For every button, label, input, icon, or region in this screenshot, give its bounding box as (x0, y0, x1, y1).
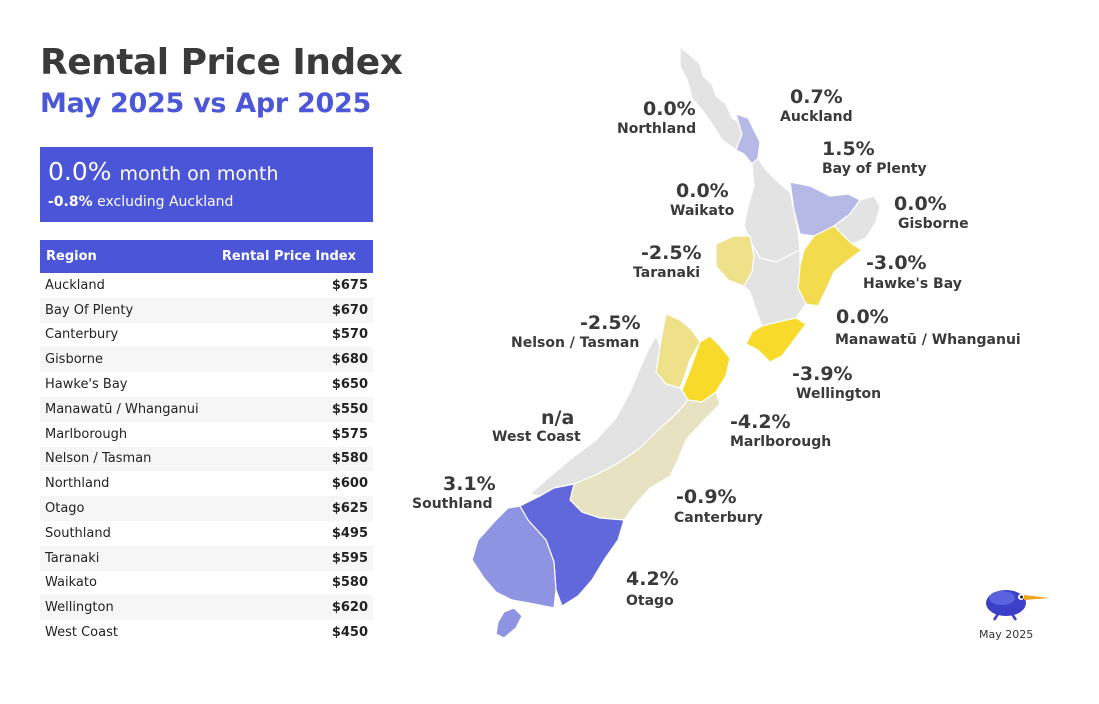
label-gisborne-name: Gisborne (898, 216, 969, 232)
region-cell: Otago (40, 496, 210, 521)
table-row: Auckland $675 (40, 273, 373, 298)
headline-suffix: month on month (119, 163, 279, 185)
value-cell: $580 (331, 575, 368, 591)
region-otago (519, 483, 625, 607)
value-cell: $650 (331, 377, 368, 393)
table-row: West Coast $450 (40, 620, 373, 645)
value-cell: $675 (331, 277, 368, 293)
label-marlborough-name: Marlborough (730, 434, 831, 450)
value-cell: $575 (331, 426, 368, 442)
label-west-coast-pct: n/a (541, 407, 574, 429)
table-row: Manawatū / Whanganui $550 (40, 396, 373, 422)
table-row: Hawke's Bay $650 (40, 372, 373, 397)
label-otago-name: Otago (626, 593, 674, 609)
table-row: Northland $600 (40, 471, 373, 496)
label-northland-pct: 0.0% (643, 98, 696, 120)
table-row: Canterbury $570 (40, 323, 373, 348)
label-west-coast-name: West Coast (492, 429, 581, 445)
label-manawatu-name: Manawatū / Whanganui (835, 332, 1021, 348)
table-row: Southland $495 (40, 521, 373, 546)
region-cell: Northland (45, 476, 110, 492)
summary-box: 0.0% month on month -0.8% excluding Auck… (40, 147, 373, 222)
header-region: Region (40, 240, 210, 273)
region-cell: Waikato (45, 575, 97, 591)
kiwi-bird-icon (986, 590, 1050, 621)
region-cell: Wellington (40, 595, 210, 621)
label-waikato-pct: 0.0% (676, 180, 729, 202)
table-row: Bay Of Plenty $670 (40, 297, 373, 323)
table-header-row: Region Rental Price Index (40, 240, 373, 273)
map-labels: 0.0% Northland 0.7% Auckland 1.5% Bay of… (412, 86, 1021, 609)
rental-table: Region Rental Price Index Auckland $675 B… (40, 240, 373, 645)
label-hawkes-bay-pct: -3.0% (866, 252, 927, 274)
region-cell: Taranaki (40, 545, 210, 571)
label-otago-pct: 4.2% (626, 568, 679, 590)
label-bop-name: Bay of Plenty (822, 161, 927, 177)
stewart-island (495, 607, 523, 639)
sub-suffix: excluding Auckland (97, 194, 234, 210)
label-wellington-name: Wellington (796, 386, 881, 402)
table-row: Taranaki $595 (40, 545, 373, 571)
value-cell: $670 (209, 297, 373, 323)
label-nelson-pct: -2.5% (580, 312, 641, 334)
region-cell: Gisborne (40, 347, 210, 373)
value-cell: $580 (209, 446, 373, 472)
value-cell: $595 (209, 545, 373, 571)
region-southland (471, 505, 557, 609)
region-cell: Southland (45, 525, 111, 541)
table-row: Nelson / Tasman $580 (40, 446, 373, 472)
footer-date: May 2025 (979, 628, 1034, 641)
page-title: Rental Price Index (40, 42, 403, 83)
value-cell: $570 (331, 327, 368, 343)
region-cell: Manawatū / Whanganui (40, 396, 210, 422)
value-cell: $680 (209, 347, 373, 373)
label-auckland-pct: 0.7% (790, 86, 843, 108)
table-row: Marlborough $575 (40, 422, 373, 447)
region-cell: West Coast (45, 625, 118, 641)
region-cell: Bay Of Plenty (40, 297, 210, 323)
label-nelson-name: Nelson / Tasman (511, 335, 639, 351)
label-marlborough-pct: -4.2% (730, 411, 791, 433)
label-gisborne-pct: 0.0% (894, 193, 947, 215)
summary-sub: -0.8% excluding Auckland (48, 194, 233, 210)
value-cell: $450 (331, 625, 368, 641)
label-canterbury-name: Canterbury (674, 510, 763, 526)
table-row: Gisborne $680 (40, 347, 373, 373)
label-waikato-name: Waikato (670, 203, 735, 219)
sub-value: -0.8% (48, 194, 93, 210)
region-auckland (735, 113, 761, 165)
value-cell: $625 (209, 496, 373, 521)
region-gisborne (833, 195, 881, 245)
label-canterbury-pct: -0.9% (676, 486, 737, 508)
region-cell: Marlborough (45, 426, 128, 442)
label-manawatu-pct: 0.0% (836, 306, 889, 328)
region-cell: Canterbury (45, 327, 119, 343)
region-cell: Nelson / Tasman (40, 446, 210, 472)
table-row: Wellington $620 (40, 595, 373, 621)
region-cell: Auckland (45, 277, 105, 293)
label-southland-pct: 3.1% (443, 473, 496, 495)
label-hawkes-bay-name: Hawke's Bay (863, 276, 962, 292)
region-wellington (745, 317, 807, 363)
summary-headline: 0.0% month on month (48, 157, 279, 186)
label-taranaki-name: Taranaki (633, 265, 700, 281)
header-index: Rental Price Index (209, 240, 373, 273)
label-wellington-pct: -3.9% (792, 363, 853, 385)
page-subtitle: May 2025 vs Apr 2025 (40, 88, 371, 119)
value-cell: $495 (331, 525, 368, 541)
value-cell: $550 (209, 396, 373, 422)
value-cell: $600 (331, 476, 368, 492)
label-auckland-name: Auckland (780, 109, 853, 125)
label-bop-pct: 1.5% (822, 138, 875, 160)
label-southland-name: Southland (412, 496, 493, 512)
label-taranaki-pct: -2.5% (641, 242, 702, 264)
value-cell: $620 (209, 595, 373, 621)
headline-value: 0.0% (48, 157, 112, 186)
table-row: Waikato $580 (40, 571, 373, 596)
label-northland-name: Northland (617, 121, 696, 137)
table-row: Otago $625 (40, 496, 373, 521)
region-cell: Hawke's Bay (45, 377, 128, 393)
